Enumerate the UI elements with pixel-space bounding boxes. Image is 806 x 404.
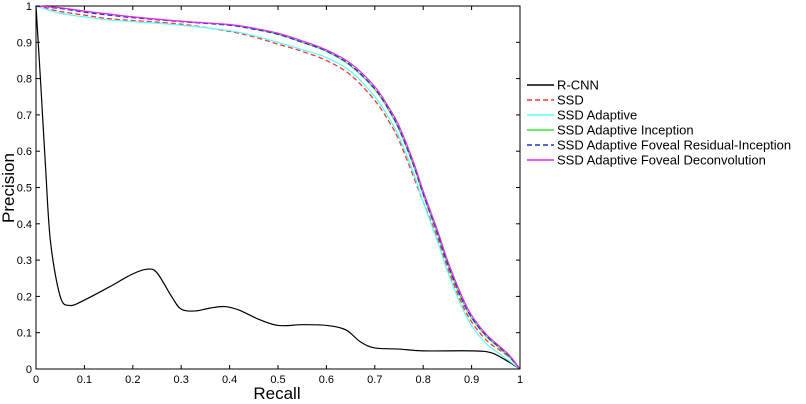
y-tick-label: 0.6 (17, 146, 32, 158)
x-axis-title: Recall (253, 384, 300, 403)
y-tick-label: 0.2 (17, 291, 32, 303)
x-tick-label: 0.7 (367, 374, 382, 386)
series-line-2 (35, 5, 521, 370)
y-tick-label: 0.1 (17, 328, 32, 340)
x-tick-label: 0.8 (416, 374, 431, 386)
x-tick-label: 0.1 (77, 374, 92, 386)
plot-area (35, 5, 521, 370)
y-tick-label: 0.8 (17, 74, 32, 86)
legend-label-6: SSD Adaptive Foveal Deconvolution (557, 153, 766, 168)
series-line-5 (35, 5, 521, 370)
y-tick-label: 0.3 (17, 255, 32, 267)
y-tick-label: 1 (26, 1, 32, 13)
y-axis-title: Precision (0, 153, 18, 223)
x-tick-label: 1 (517, 374, 523, 386)
series-line-6 (35, 5, 521, 370)
y-tick-label: 0.9 (17, 37, 32, 49)
legend-label-2: SSD (557, 93, 584, 108)
x-tick-label: 0.6 (319, 374, 334, 386)
series-line-1 (35, 5, 521, 370)
plot-frame (35, 5, 521, 370)
x-tick-label: 0 (33, 374, 39, 386)
x-tick-label: 0.5 (270, 374, 285, 386)
legend-label-1: R-CNN (557, 78, 599, 93)
series-lines (35, 5, 521, 370)
axis-ticks: 0 0.1 0.2 0.3 0.4 0.5 0.6 0.7 0.8 0.9 1 0 0.1 0.2 0.3 0… (17, 1, 523, 386)
legend-label-4: SSD Adaptive Inception (557, 123, 694, 138)
x-tick-label: 0.3 (174, 374, 189, 386)
x-tick-label: 0.4 (222, 374, 237, 386)
x-tick-label: 0.2 (125, 374, 140, 386)
y-tick-label: 0.4 (17, 219, 32, 231)
legend-label-3: SSD Adaptive (557, 108, 637, 123)
y-tick-label: 0.5 (17, 183, 32, 195)
legend-label-5: SSD Adaptive Foveal Residual-Inception (557, 138, 791, 153)
series-line-3 (35, 5, 521, 370)
x-tick-label: 0.9 (464, 374, 479, 386)
y-tick-label: 0.7 (17, 110, 32, 122)
y-tick-label: 0 (26, 364, 32, 376)
